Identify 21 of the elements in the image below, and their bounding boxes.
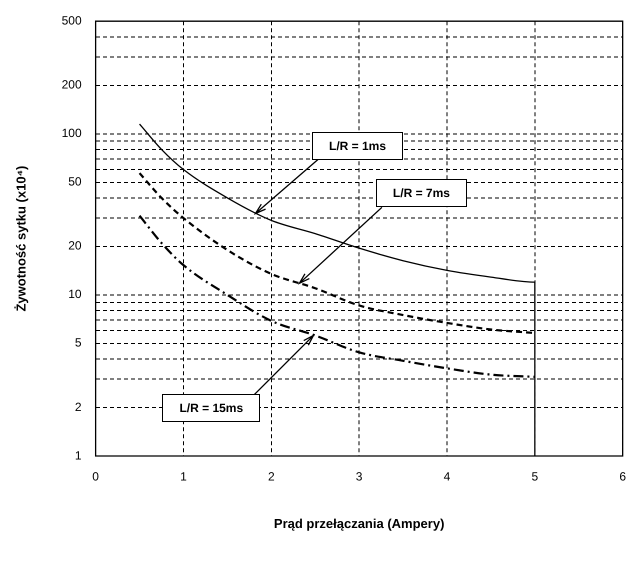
x-tick-label: 6 <box>619 470 626 484</box>
y-tick-label: 100 <box>62 126 82 140</box>
annotation: L/R = 15ms <box>162 394 260 422</box>
y-tick-label: 1 <box>74 448 82 462</box>
x-tick-label: 1 <box>180 470 188 484</box>
annotation: L/R = 1ms <box>312 132 404 160</box>
y-tick-label: 500 <box>62 14 82 28</box>
y-tick-label: 200 <box>62 78 82 92</box>
y-axis-title: Żywotność sytku (x10⁴) <box>13 166 28 312</box>
x-axis-title: Prąd przełączania (Ampery) <box>274 516 444 531</box>
x-tick-label: 3 <box>356 470 363 484</box>
y-tick-label: 20 <box>68 238 82 253</box>
x-tick-label: 5 <box>531 470 538 484</box>
x-tick-label: 0 <box>92 470 100 484</box>
x-tick-label: 4 <box>444 470 451 484</box>
annotation: L/R = 7ms <box>376 179 467 208</box>
y-tick-label: 2 <box>74 400 82 414</box>
y-tick-label: 50 <box>68 174 82 189</box>
y-tick-label: 5 <box>74 336 82 350</box>
x-tick-label: 2 <box>268 470 275 484</box>
y-tick-label: 10 <box>68 287 82 302</box>
